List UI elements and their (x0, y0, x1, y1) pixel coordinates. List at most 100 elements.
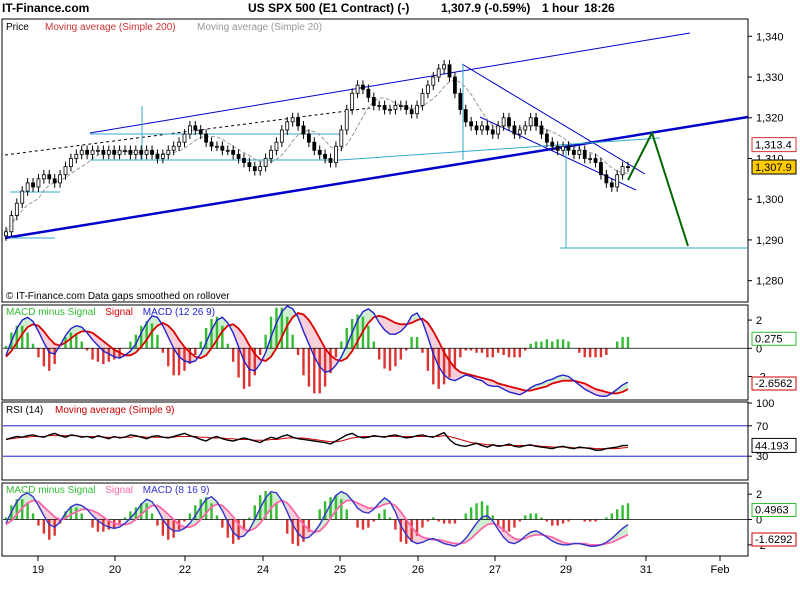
macd1-hist-bar (405, 348, 408, 351)
macd1-hist-bar (356, 314, 359, 349)
macd1-hist-bar (459, 348, 462, 358)
macd1-hist-bar (172, 348, 175, 376)
macd2-hist-bar (388, 517, 392, 520)
x-tick-label: 19 (32, 564, 44, 576)
macd1-hist-bar (37, 348, 40, 358)
rsi-line (5, 431, 629, 451)
candle-body (398, 105, 403, 107)
macd2-hist-bar (318, 509, 321, 520)
macd2-hist-bar (475, 503, 478, 520)
candle-body (182, 133, 187, 143)
macd1-hist-bar (167, 348, 170, 367)
macd2-fill (173, 519, 180, 531)
macd1-fill (238, 328, 244, 361)
candle-body (128, 149, 133, 155)
timeframe: 1 hour (542, 1, 579, 15)
macd1-hist-bar (583, 348, 586, 358)
candle-body (512, 125, 517, 135)
x-tick-label: 22 (179, 564, 191, 576)
rsi-legend-0: RSI (14) (6, 405, 43, 416)
macd2-fill (303, 524, 309, 539)
falling-channel-top (461, 63, 646, 175)
macd1-fill (233, 324, 239, 347)
x-tick-label: 25 (334, 564, 346, 576)
macd2-hist-bar (567, 519, 570, 522)
macd2-hist-bar (215, 515, 219, 520)
macd2-hist-bar (524, 515, 527, 520)
macd1-fill (314, 328, 320, 367)
macd1-hist-bar (145, 321, 148, 349)
macd1-hist-bar (53, 348, 56, 365)
macd1-hist-bar (426, 348, 430, 371)
macd1-hist-bar (410, 337, 413, 349)
candle-body (225, 149, 230, 152)
candle-body (469, 121, 474, 127)
macd2-hist-bar (31, 513, 35, 520)
candle-body (577, 149, 582, 155)
macd2-hist-bar (150, 513, 154, 520)
macd1-hist-bar (496, 348, 500, 353)
macd2-fill (233, 516, 239, 538)
macd2-hist-bar (64, 511, 67, 520)
macd1-signal-line (5, 312, 629, 395)
legend-ma200: Moving average (Simple 200) (45, 22, 176, 33)
support-trendline (4, 115, 749, 240)
macd2-hist-bar (540, 517, 543, 520)
macd1-hist-bar (156, 334, 159, 349)
candle-body (79, 149, 84, 155)
macd1-fill (379, 315, 385, 330)
macd1-hist-bar (545, 339, 549, 349)
macd2-hist-bar (426, 519, 430, 522)
macd1-hist-bar (210, 318, 213, 349)
candle-body (388, 109, 392, 111)
macd2-hist-bar (583, 519, 586, 522)
candle-body (442, 64, 447, 70)
candle-body (209, 141, 214, 147)
macd2-hist-bar (156, 519, 159, 526)
candle-body (609, 182, 614, 188)
macd1-hist-bar (469, 348, 473, 351)
macd1-fill (189, 352, 196, 363)
candle-body (453, 76, 457, 94)
site-name: IT-Finance.com (2, 1, 90, 15)
candle-body (58, 174, 62, 184)
macd2-signal-line (5, 499, 629, 546)
candle-body (517, 129, 522, 135)
candle-body (215, 145, 219, 148)
macd1-hist-bar (307, 348, 311, 387)
candle-body (555, 145, 560, 151)
macd1-hist-bar (194, 348, 197, 356)
macd2-hist-tag (751, 503, 797, 517)
macd2-hist-bar (496, 519, 500, 526)
candle-body (371, 96, 376, 106)
macd2-hist-bar (464, 513, 467, 520)
macd1-hist-bar (102, 348, 105, 365)
macd1-hist-bar (313, 348, 316, 394)
candle-body (9, 215, 14, 233)
instrument-title: US SPX 500 (E1 Contract) (-) (248, 1, 410, 15)
macd1-hist-bar (21, 325, 24, 349)
candle-body (220, 145, 225, 151)
macd1-hist-bar (96, 348, 100, 362)
macd1-hist-bar (594, 348, 597, 358)
macd1-hist-bar (529, 343, 532, 349)
candle-body (350, 92, 355, 110)
macd2-hist-bar (302, 519, 305, 542)
macd1-hist-bar (215, 316, 219, 349)
candle-body (361, 84, 365, 90)
macd1-legend-2: MACD (12 26 9) (143, 307, 215, 318)
macd2-fill (130, 511, 136, 524)
macd1-hist-bar (199, 341, 202, 349)
candle-body (366, 88, 371, 98)
macd1-hist-bar (323, 348, 327, 387)
macd1-hist-bar (107, 348, 110, 362)
candle-body (550, 141, 555, 147)
x-tick-label: 31 (640, 564, 652, 576)
macd1-signal-value: -2.6562 (755, 378, 792, 390)
macd2-hist-bar (615, 509, 619, 520)
candle-body (604, 174, 609, 184)
macd1-hist-bar (345, 327, 348, 349)
candle-body (4, 231, 8, 237)
candle-body (344, 109, 349, 131)
candle-body (263, 158, 268, 168)
